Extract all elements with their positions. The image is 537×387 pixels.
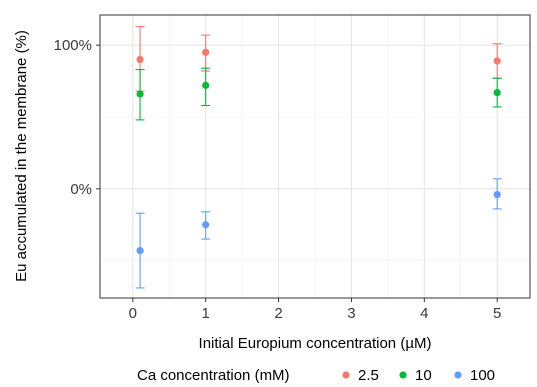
data-point-10 <box>493 88 501 97</box>
axis-ticks: 0 1 2 3 4 5 0% 100% <box>54 37 502 322</box>
legend-label-100: 100 <box>470 367 495 384</box>
data-point-10 <box>136 90 144 98</box>
x-tick-label: 0 <box>129 305 137 322</box>
error-bars <box>135 25 502 289</box>
x-tick-label: 1 <box>202 305 210 322</box>
data-point-100 <box>493 190 501 199</box>
grid <box>100 15 530 298</box>
legend-items: 2.5 10 100 <box>342 367 495 384</box>
x-tick-label: 2 <box>274 305 282 322</box>
legend-key-2.5 <box>342 371 350 379</box>
x-tick-label: 5 <box>493 305 501 322</box>
legend-key-100 <box>454 371 462 379</box>
legend-label-2.5: 2.5 <box>358 367 379 384</box>
y-tick-label: 0% <box>70 181 92 198</box>
data-point-2.5 <box>493 57 501 65</box>
x-tick-label: 4 <box>420 305 428 322</box>
y-axis-title: Eu accumulated in the membrane (%) <box>13 30 30 282</box>
x-tick-label: 3 <box>347 305 355 322</box>
legend: Ca concentration (mM) 2.5 10 100 <box>137 367 495 384</box>
data-point-10 <box>202 81 210 89</box>
legend-key-10 <box>399 371 407 379</box>
data-point-100 <box>202 221 210 229</box>
plot-panel-border <box>99 14 531 299</box>
data-point-2.5 <box>202 48 210 56</box>
legend-label-10: 10 <box>415 367 432 384</box>
legend-title: Ca concentration (mM) <box>137 367 290 384</box>
x-axis-title: Initial Europium concentration (µM) <box>199 335 432 352</box>
data-point-2.5 <box>136 55 144 64</box>
data-point-100 <box>136 246 144 255</box>
y-tick-label: 100% <box>54 37 92 54</box>
data-points <box>136 48 501 255</box>
